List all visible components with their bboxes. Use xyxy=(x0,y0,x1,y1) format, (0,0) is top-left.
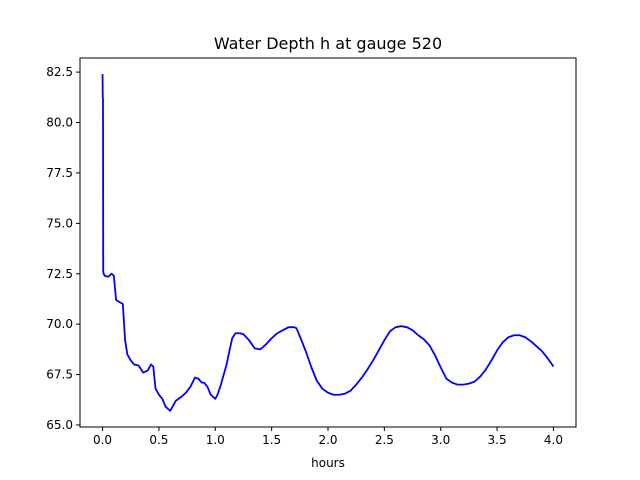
chart-title: Water Depth h at gauge 520 xyxy=(214,34,442,53)
y-tick-label: 82.5 xyxy=(46,65,73,79)
plot-area xyxy=(79,57,577,428)
y-axis: 65.0 67.5 70.0 72.5 75.0 77.5 80.0 82.5 xyxy=(46,65,80,432)
y-tick-label: 77.5 xyxy=(46,166,73,180)
x-tick-label: 0.5 xyxy=(149,433,168,447)
x-tick-label: 4.0 xyxy=(544,433,563,447)
y-tick-label: 75.0 xyxy=(46,216,73,230)
x-tick-label: 1.0 xyxy=(206,433,225,447)
series-line-0 xyxy=(101,74,555,412)
x-axis-label: hours xyxy=(311,456,345,470)
x-tick-label: 3.0 xyxy=(431,433,450,447)
x-tick-label: 2.5 xyxy=(375,433,394,447)
x-axis: 0.0 0.5 1.0 1.5 2.0 2.5 3.0 3.5 4.0 xyxy=(93,427,563,447)
x-tick-label: 0.0 xyxy=(93,433,112,447)
y-tick-label: 80.0 xyxy=(46,116,73,130)
y-tick-label: 67.5 xyxy=(46,368,73,382)
x-tick-label: 1.5 xyxy=(262,433,281,447)
y-tick-label: 72.5 xyxy=(46,267,73,281)
x-tick-label: 2.0 xyxy=(318,433,337,447)
y-tick-label: 65.0 xyxy=(46,418,73,432)
y-tick-label: 70.0 xyxy=(46,317,73,331)
x-tick-label: 3.5 xyxy=(488,433,507,447)
